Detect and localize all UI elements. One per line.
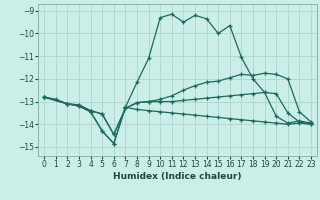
X-axis label: Humidex (Indice chaleur): Humidex (Indice chaleur) <box>113 172 242 181</box>
